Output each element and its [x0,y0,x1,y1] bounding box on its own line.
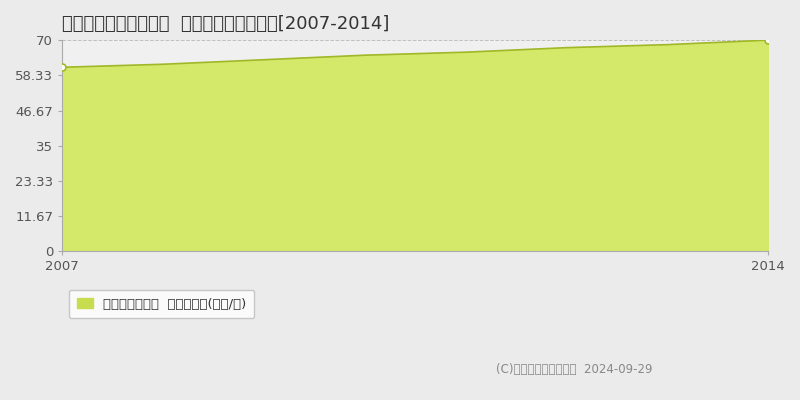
Text: (C)土地価格ドットコム  2024-09-29: (C)土地価格ドットコム 2024-09-29 [496,363,653,376]
Text: 札幌市豊平区美園五条  マンション価格推移[2007-2014]: 札幌市豊平区美園五条 マンション価格推移[2007-2014] [62,15,390,33]
Legend: マンション価格  平均坪単価(万円/坪): マンション価格 平均坪単価(万円/坪) [69,290,254,318]
